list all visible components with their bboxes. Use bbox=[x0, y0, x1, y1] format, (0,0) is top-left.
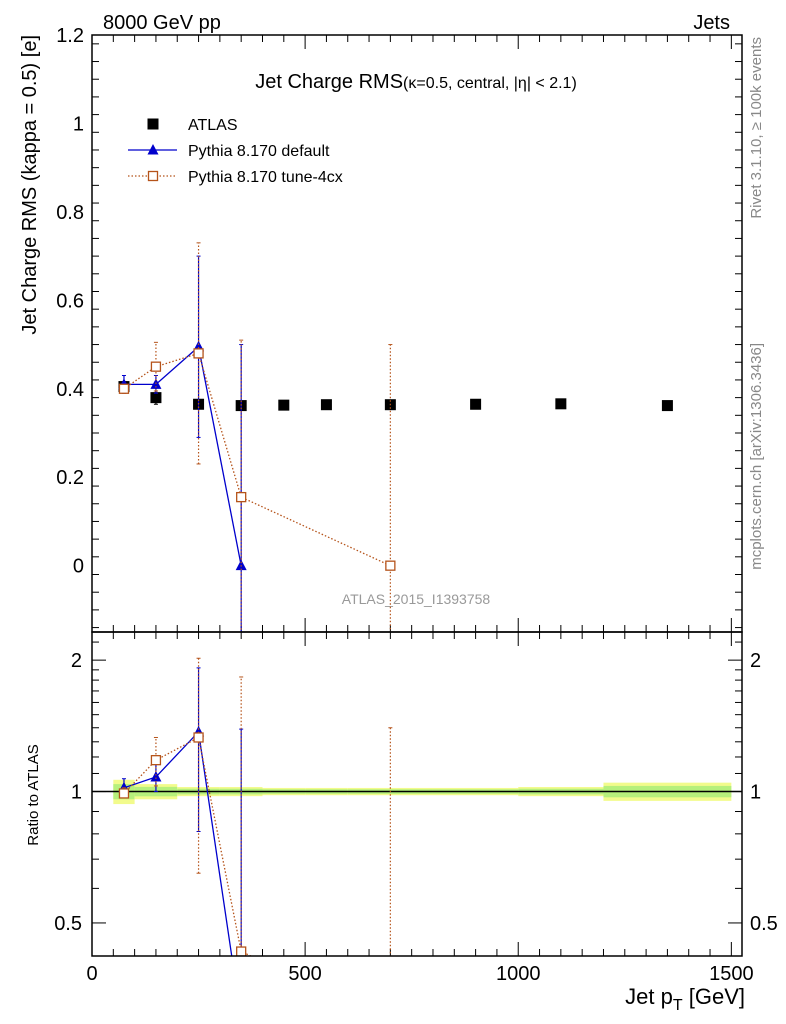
series-0 bbox=[118, 381, 673, 412]
y-axis-label-main: Jet Charge RMS (kappa = 0.5) [e] bbox=[19, 35, 41, 335]
pythia-8-170-default-ratio-line bbox=[123, 730, 233, 956]
pythia-8-170-tune-4cx-ratio-point bbox=[193, 732, 204, 743]
pythia-8-170-default-line bbox=[123, 345, 242, 566]
pythia-8-170-tune-4cx-ratio-point bbox=[236, 946, 247, 956]
x-tick-label: 500 bbox=[288, 963, 321, 985]
x-tick-label: 1500 bbox=[709, 963, 754, 985]
y-tick-label: 0.6 bbox=[56, 290, 84, 312]
y-tick-label: 0.2 bbox=[56, 467, 84, 489]
y-tick-label: 0.8 bbox=[56, 202, 84, 224]
legend-label-pythia-8-170-tune-4cx: Pythia 8.170 tune-4cx bbox=[188, 169, 343, 186]
pythia-8-170-default-point bbox=[235, 559, 247, 571]
ratio-y-tick-label-right: 2 bbox=[750, 650, 761, 672]
legend-label-pythia-8-170-default: Pythia 8.170 default bbox=[188, 143, 330, 160]
pythia-8-170-tune-4cx-point bbox=[150, 361, 162, 372]
ratio-y-tick-label-right: 0.5 bbox=[750, 913, 778, 935]
pythia-8-170-tune-4cx-point bbox=[385, 560, 396, 571]
legend-marker-pythia-8-170-default bbox=[147, 144, 159, 155]
ratio-series-0 bbox=[118, 667, 244, 956]
ratio-y-tick-label-right: 1 bbox=[750, 782, 761, 804]
atlas-point bbox=[555, 398, 567, 410]
ratio-series-1 bbox=[118, 657, 393, 956]
pythia-8-170-tune-4cx-point bbox=[236, 491, 247, 503]
header-left: 8000 GeV pp bbox=[103, 12, 221, 34]
ratio-panel: 0 500 1000 1500 0.5 0.5 1 1 2 2 bbox=[54, 631, 778, 985]
y-tick-label: 1 bbox=[73, 113, 84, 135]
ratio-y-tick-label: 0.5 bbox=[54, 913, 82, 935]
y-tick-label: 1.2 bbox=[56, 25, 84, 47]
x-tick-label: 1000 bbox=[496, 963, 541, 985]
legend-marker-atlas bbox=[147, 118, 159, 130]
y-tick-label: 0 bbox=[73, 556, 84, 578]
legend: ATLAS Pythia 8.170 default Pythia 8.170 tu… bbox=[128, 117, 343, 186]
pythia-8-170-tune-4cx-point bbox=[193, 348, 204, 359]
y-axis-label-ratio: Ratio to ATLAS bbox=[25, 744, 42, 845]
ratio-frame bbox=[91, 631, 743, 957]
header-right: Jets bbox=[693, 12, 730, 34]
atlas-point bbox=[150, 392, 162, 404]
ratio-y-tick-label: 1 bbox=[71, 782, 82, 804]
legend-marker-pythia-8-170-tune-4cx bbox=[147, 170, 159, 182]
legend-label-atlas: ATLAS bbox=[188, 117, 238, 134]
atlas-point bbox=[661, 400, 673, 412]
series-2 bbox=[118, 242, 396, 632]
atlas-point bbox=[320, 399, 332, 411]
series-1 bbox=[118, 255, 247, 632]
pythia-8-170-tune-4cx-ratio-point bbox=[150, 755, 162, 766]
main-panel: 0 0.2 0.4 0.6 0.8 1 1.2 bbox=[56, 25, 743, 633]
main-plot-area bbox=[118, 242, 673, 632]
x-tick-label: 0 bbox=[86, 963, 97, 985]
pythia-8-170-tune-4cx-point bbox=[118, 383, 130, 394]
watermark: ATLAS_2015_I1393758 bbox=[342, 591, 491, 607]
y-tick-label: 0.4 bbox=[56, 379, 84, 401]
pythia-8-170-tune-4cx-ratio-line bbox=[123, 736, 253, 956]
main-title: Jet Charge RMS(κ=0.5, central, |η| < 2.1… bbox=[255, 71, 577, 93]
ratio-plot-area bbox=[92, 657, 742, 956]
ratio-y-tick-label: 2 bbox=[71, 650, 82, 672]
side-label-bottom: mcplots.cern.ch [arXiv:1306.3436] bbox=[748, 343, 765, 570]
atlas-point bbox=[470, 398, 482, 410]
pythia-8-170-tune-4cx-ratio-point bbox=[118, 788, 130, 799]
atlas-point bbox=[278, 399, 290, 411]
x-axis-label: Jet pT [GeV] bbox=[625, 984, 745, 1014]
pythia-8-170-default-ratio-point bbox=[150, 770, 162, 782]
pythia-8-170-tune-4cx-line bbox=[123, 352, 391, 567]
side-label-top: Rivet 3.1.10, ≥ 100k events bbox=[748, 37, 765, 219]
